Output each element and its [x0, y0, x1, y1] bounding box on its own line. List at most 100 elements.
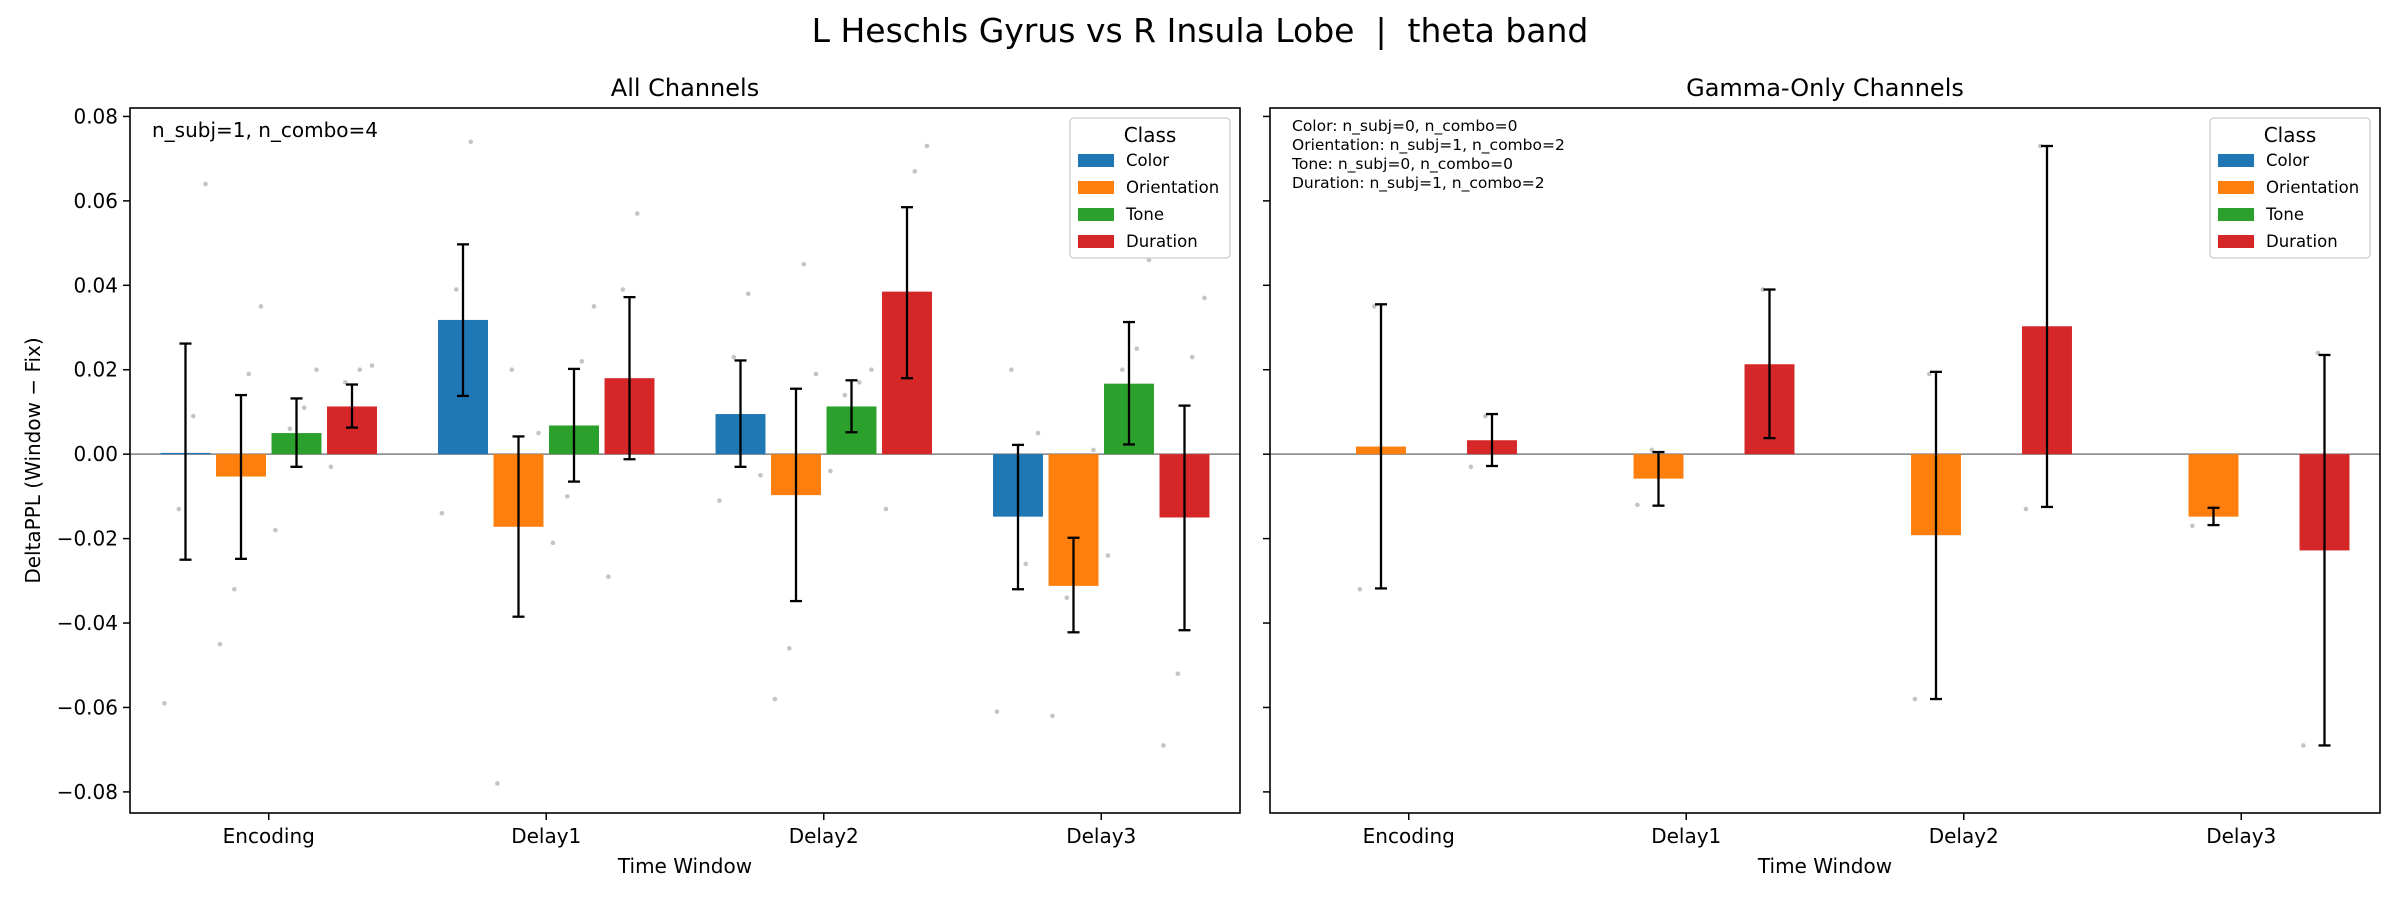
sample-point — [454, 287, 459, 292]
legend-swatch-tone — [1078, 208, 1114, 221]
sample-point — [772, 696, 778, 702]
legend-title: Class — [2264, 123, 2317, 147]
legend-label-duration: Duration — [1126, 232, 1198, 251]
sample-point — [620, 287, 626, 292]
sample-point — [994, 709, 1000, 714]
panel-title: All Channels — [611, 74, 759, 102]
sample-point — [1357, 586, 1363, 592]
legend-label-duration: Duration — [2266, 232, 2338, 251]
sample-point — [509, 367, 515, 373]
sample-point — [258, 304, 264, 309]
sample-point — [1134, 346, 1140, 351]
sample-point — [731, 354, 737, 360]
sample-point — [1146, 257, 1152, 263]
sample-point — [1175, 671, 1181, 676]
sample-point — [801, 261, 807, 267]
annotation-text: n_subj=1, n_combo=4 — [152, 118, 378, 142]
sample-point — [869, 367, 874, 373]
annotation-line: Duration: n_subj=1, n_combo=2 — [1292, 174, 1545, 193]
sample-point — [606, 574, 611, 579]
sample-point — [1023, 561, 1029, 567]
x-axis-label: Time Window — [1757, 854, 1892, 878]
legend-label-color: Color — [2266, 151, 2309, 170]
legend-swatch-orientation — [1078, 181, 1114, 194]
sample-point — [246, 371, 252, 377]
y-tick-label: 0.08 — [73, 104, 118, 128]
legend-label-tone: Tone — [1125, 205, 1164, 224]
legend-box — [1069, 117, 1231, 259]
panel-gamma-only-channels: Encoding Delay1 Delay2 Delay3 Gamma-Only Cha… — [1263, 74, 2381, 878]
sample-point — [273, 527, 278, 533]
sample-point — [439, 510, 445, 516]
legend-label-orientation: Orientation — [2266, 178, 2359, 197]
sample-point — [828, 468, 833, 474]
x-tick-label: Encoding — [223, 824, 315, 848]
bar-orientation — [2188, 454, 2239, 517]
annotation-line: Orientation: n_subj=1, n_combo=2 — [1292, 136, 1565, 155]
sample-point — [758, 472, 763, 478]
sample-point — [1120, 367, 1125, 373]
sample-point — [1635, 502, 1640, 508]
legend: Class Color Orientation Tone Duration — [2209, 117, 2371, 259]
sample-point — [787, 646, 792, 651]
sample-point — [162, 700, 167, 706]
legend-label-tone: Tone — [2265, 205, 2304, 224]
y-tick-label: −0.02 — [57, 527, 118, 551]
legend-swatch-tone — [2218, 208, 2254, 221]
sample-point — [550, 540, 556, 546]
sample-point — [1161, 743, 1166, 748]
sample-point — [203, 181, 208, 187]
legend-label-orientation: Orientation — [1126, 178, 1219, 197]
sample-point — [536, 430, 541, 436]
sample-point — [924, 143, 930, 149]
sample-point — [301, 405, 307, 411]
y-tick-label: 0.06 — [73, 189, 118, 213]
sample-point — [912, 169, 918, 174]
sample-point — [232, 586, 237, 592]
sample-point — [328, 464, 334, 470]
sample-point — [883, 506, 889, 512]
sample-point — [634, 211, 640, 216]
sample-point — [2190, 523, 2195, 529]
sample-point — [369, 363, 375, 368]
sample-point — [357, 367, 363, 373]
sample-point — [1035, 430, 1041, 436]
sample-point — [2301, 743, 2306, 748]
x-tick-label: Delay1 — [1651, 824, 1721, 848]
legend-swatch-color — [2218, 154, 2254, 167]
y-tick-label: 0.02 — [73, 358, 118, 382]
sample-point — [314, 367, 319, 373]
sample-point — [1105, 553, 1111, 558]
sample-point — [2023, 506, 2029, 512]
axes-frame — [129, 107, 1241, 814]
y-tick-label: −0.08 — [57, 780, 118, 804]
sample-point — [591, 304, 597, 309]
sample-point — [495, 781, 500, 786]
sample-point — [1912, 696, 1918, 702]
sample-point — [813, 371, 819, 377]
y-tick-label: 0.00 — [73, 442, 118, 466]
legend: Class Color Orientation Tone Duration — [1069, 117, 1231, 259]
sample-point — [1468, 464, 1474, 470]
y-tick-label: 0.04 — [73, 273, 118, 297]
annotation-line: Tone: n_subj=0, n_combo=0 — [1291, 155, 1513, 174]
x-tick-label: Delay2 — [1929, 824, 1999, 848]
legend-box — [2209, 117, 2371, 259]
sample-point — [856, 380, 862, 385]
sample-point — [287, 426, 293, 432]
sample-point — [579, 358, 585, 364]
sample-point — [190, 413, 196, 419]
legend-swatch-duration — [2218, 235, 2254, 248]
panel-all-channels: −0.08 −0.06 −0.04 −0.02 0.00 0.02 0.04 0.06 0.08… — [21, 74, 1241, 878]
legend-title: Class — [1124, 123, 1177, 147]
panel-title: Gamma-Only Channels — [1686, 74, 1964, 102]
x-tick-label: Delay2 — [789, 824, 859, 848]
figure-suptitle: L Heschls Gyrus vs R Insula Lobe | theta… — [812, 11, 1589, 50]
sample-point — [176, 506, 182, 512]
sample-point — [842, 392, 848, 398]
sample-point — [1091, 447, 1096, 453]
sample-point — [1009, 367, 1014, 373]
sample-point — [1064, 595, 1070, 601]
annotation-line: Color: n_subj=0, n_combo=0 — [1292, 117, 1518, 136]
